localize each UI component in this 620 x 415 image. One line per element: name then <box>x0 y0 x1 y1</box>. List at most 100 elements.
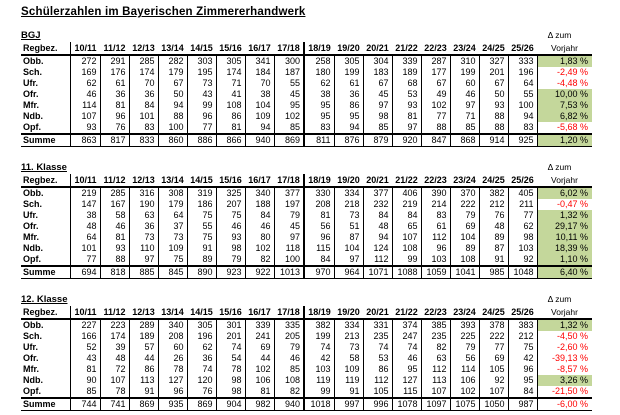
value-cell: 74 <box>187 364 217 375</box>
value-cell: 77 <box>479 342 509 353</box>
value-cell: 334 <box>334 187 364 199</box>
value-cell: 219 <box>70 187 101 199</box>
value-cell: 97 <box>392 122 422 134</box>
value-cell: 1071 <box>363 265 393 279</box>
value-cell: 46 <box>450 89 480 100</box>
value-cell: 102 <box>421 100 451 111</box>
value-cell: 55 <box>274 78 305 89</box>
value-cell: 100 <box>158 122 188 134</box>
value-cell: 46 <box>245 221 275 232</box>
year-header: 14/15 <box>187 306 216 320</box>
value-cell: 75 <box>187 232 217 243</box>
value-cell: 73 <box>129 232 159 243</box>
region-cell: Summe <box>21 397 71 411</box>
value-cell: 48 <box>100 353 130 364</box>
value-cell: 84 <box>304 254 335 266</box>
year-header: 13/14 <box>158 42 187 56</box>
value-cell: 44 <box>245 353 275 364</box>
region-cell: Opf. <box>21 122 71 134</box>
value-cell: 177 <box>421 67 451 78</box>
value-cell: 222 <box>479 331 509 342</box>
value-cell: 982 <box>245 397 275 411</box>
year-header: 23/24 <box>450 306 479 320</box>
year-header: 15/16 <box>216 42 245 56</box>
value-cell: 109 <box>334 364 364 375</box>
region-cell: Summe <box>21 133 71 147</box>
value-cell: 119 <box>334 375 364 386</box>
region-cell: Ufr. <box>21 210 71 221</box>
value-cell: 102 <box>245 243 275 254</box>
value-cell: 76 <box>479 210 509 221</box>
value-cell: 374 <box>392 319 422 331</box>
value-cell: 112 <box>421 364 451 375</box>
year-header: 17/18 <box>274 42 305 56</box>
year-header: 24/25 <box>479 42 508 56</box>
value-cell: 241 <box>245 331 275 342</box>
value-cell: 93 <box>392 100 422 111</box>
table-row: Mfr. 81 72 86 78 74 78 102 85 103 109 86 95 112 114 105… <box>21 364 592 375</box>
value-cell: 84 <box>392 210 422 221</box>
value-cell: 319 <box>187 187 217 199</box>
value-cell: 67 <box>479 78 509 89</box>
year-header: 22/23 <box>421 42 450 56</box>
value-cell: 85 <box>450 122 480 134</box>
data-table-klasse-11: Regbez. 10/11 11/12 12/13 13/14 14/15 15/16 16/… <box>21 174 592 279</box>
value-cell: 147 <box>70 199 101 210</box>
value-cell: 341 <box>245 55 275 67</box>
value-cell: 114 <box>70 100 101 111</box>
value-cell: 71 <box>216 78 246 89</box>
value-cell: 694 <box>70 265 101 279</box>
value-cell: 119 <box>304 375 335 386</box>
value-cell: 406 <box>392 187 422 199</box>
delta-header-line1: Δ zum <box>547 162 572 172</box>
value-cell: 1013 <box>274 265 305 279</box>
table-row: Ufr. 62 61 70 67 73 71 70 55 62 61 67 68 67 60 67 64 -4,4… <box>21 78 592 89</box>
value-cell: 115 <box>304 243 335 254</box>
value-cell: 81 <box>245 386 275 398</box>
value-cell: 104 <box>334 243 364 254</box>
value-cell: 74 <box>216 342 246 353</box>
table-row: Ndb. 90 107 113 127 120 98 106 108 119 119 112 127 11… <box>21 375 592 386</box>
value-cell: 38 <box>304 89 335 100</box>
delta-cell: -2,49 % <box>556 67 588 77</box>
year-header: 10/11 <box>70 42 100 56</box>
delta-cell: 1,10 % <box>537 254 592 266</box>
value-cell: 75 <box>508 342 538 353</box>
value-cell: 43 <box>70 353 101 364</box>
value-cell: 291 <box>100 55 130 67</box>
value-cell: 199 <box>334 67 364 78</box>
region-cell: Ofr. <box>21 89 71 100</box>
value-cell: 303 <box>187 55 217 67</box>
data-table-bgj: Regbez. 10/11 11/12 12/13 13/14 14/15 15/16 16/… <box>21 42 592 147</box>
value-cell: 114 <box>450 364 480 375</box>
value-cell: 81 <box>304 210 335 221</box>
value-cell: 45 <box>363 89 393 100</box>
value-cell: 385 <box>421 319 451 331</box>
year-header: 22/23 <box>421 306 450 320</box>
value-cell: 82 <box>274 386 305 398</box>
value-cell: 232 <box>363 199 393 210</box>
value-cell: 925 <box>508 133 538 147</box>
value-cell: 73 <box>334 210 364 221</box>
value-cell: 107 <box>421 386 451 398</box>
table-row: Ndb. 101 93 110 109 91 98 102 118 115 104 124 108 96 8… <box>21 243 592 254</box>
year-header: 20/21 <box>363 306 392 320</box>
document-title: Schülerzahlen im Bayerischen Zimmererhan… <box>21 6 306 18</box>
value-cell: 78 <box>100 386 130 398</box>
value-cell: 212 <box>479 199 509 210</box>
region-cell: Sch. <box>21 67 71 78</box>
value-cell: 63 <box>129 210 159 221</box>
value-cell: 89 <box>479 232 509 243</box>
value-cell: 285 <box>129 55 159 67</box>
region-cell: Sch. <box>21 199 71 210</box>
year-header: 16/17 <box>245 174 274 188</box>
value-cell: 108 <box>216 100 246 111</box>
value-cell: 189 <box>129 331 159 342</box>
value-cell: 378 <box>479 319 509 331</box>
value-cell: 75 <box>187 210 217 221</box>
value-cell: 67 <box>158 78 188 89</box>
value-cell: 869 <box>274 133 305 147</box>
section-header-row: 12. Klasse Δ zum <box>21 293 587 305</box>
value-cell: 127 <box>392 375 422 386</box>
value-cell: 65 <box>392 221 422 232</box>
